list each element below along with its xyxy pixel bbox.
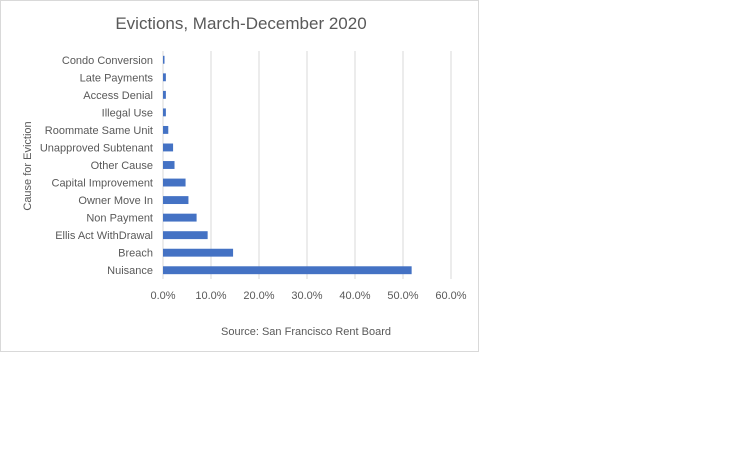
bar-chart: Evictions, March-December 2020 Cause for… (22, 14, 467, 338)
category-label: Illegal Use (102, 107, 153, 119)
bar-condo-conversion (163, 55, 165, 64)
source-note: Source: San Francisco Rent Board (221, 326, 391, 338)
bar-non-payment (163, 213, 197, 222)
x-tick-label: 20.0% (243, 290, 274, 302)
category-label: Access Denial (83, 90, 153, 102)
category-label: Unapproved Subtenant (40, 142, 153, 154)
bar-unapproved-subtenant (163, 143, 174, 152)
category-labels: Condo Conversion Late Payments Access Deni… (40, 55, 154, 277)
category-label: Owner Move In (78, 195, 153, 207)
category-label: Ellis Act WithDrawal (55, 230, 153, 242)
bar-ellis-act-withdrawal (163, 231, 208, 240)
bar-owner-move-in (163, 196, 189, 205)
x-tick-label: 30.0% (291, 290, 322, 302)
chart-title: Evictions, March-December 2020 (115, 14, 366, 33)
y-axis-label: Cause for Eviction (22, 121, 34, 210)
x-tick-labels: 0.0% 10.0% 20.0% 30.0% 40.0% 50.0% 60.0% (150, 290, 466, 302)
bars (163, 55, 412, 275)
category-label: Condo Conversion (62, 55, 153, 67)
x-tick-label: 50.0% (387, 290, 418, 302)
category-label: Breach (118, 248, 153, 260)
category-label: Other Cause (91, 160, 153, 172)
category-label: Roommate Same Unit (45, 125, 153, 137)
category-label: Nuisance (107, 265, 153, 277)
bar-nuisance (163, 266, 412, 275)
bar-late-payments (163, 73, 166, 82)
x-tick-label: 0.0% (150, 290, 175, 302)
category-label: Capital Improvement (52, 178, 154, 190)
bar-capital-improvement (163, 178, 186, 187)
bar-other-cause (163, 161, 175, 169)
category-label: Non Payment (86, 213, 153, 225)
x-tick-label: 60.0% (435, 290, 466, 302)
bar-breach (163, 248, 234, 257)
x-tick-label: 10.0% (195, 290, 226, 302)
chart-frame: Evictions, March-December 2020 Cause for… (0, 0, 479, 352)
bar-access-denial (163, 90, 166, 99)
grid-lines (162, 51, 452, 279)
bar-illegal-use (163, 108, 166, 117)
category-label: Late Payments (80, 72, 154, 84)
bar-roommate-same-unit (163, 125, 169, 134)
x-tick-label: 40.0% (339, 290, 370, 302)
